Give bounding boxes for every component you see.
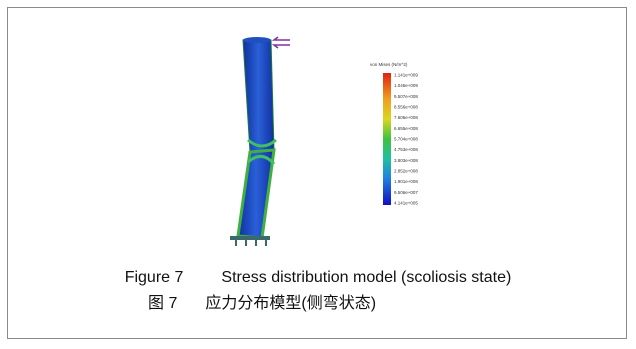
legend-label: 6.655e+008 bbox=[394, 126, 418, 131]
caption-en: Figure 7 Stress distribution model (scoli… bbox=[0, 269, 636, 287]
legend-label: 4.753e+008 bbox=[394, 147, 418, 152]
figure: von Mises (N/m^2) 1.141e+009 1.046e+009 9.… bbox=[0, 0, 636, 270]
legend-title: von Mises (N/m^2) bbox=[370, 62, 408, 67]
caption-zh: 图 7 应力分布模型(侧弯状态) bbox=[148, 289, 376, 313]
legend-label: 3.803e+008 bbox=[394, 158, 418, 163]
legend-label: 4.141e+005 bbox=[394, 201, 418, 206]
caption-text-zh: 应力分布模型(侧弯状态) bbox=[205, 289, 376, 313]
figure-label-zh: 图 7 bbox=[148, 289, 177, 313]
legend-label: 5.704e+008 bbox=[394, 137, 418, 142]
legend-label: 7.606e+008 bbox=[394, 115, 418, 120]
legend-label: 9.506e+007 bbox=[394, 190, 418, 195]
figure-label: Figure 7 bbox=[125, 269, 184, 287]
fea-model bbox=[230, 37, 290, 246]
page: von Mises (N/m^2) 1.141e+009 1.046e+009 9.… bbox=[0, 0, 636, 349]
legend-label: 2.852e+008 bbox=[394, 169, 418, 174]
legend-label: 1.901e+008 bbox=[394, 179, 418, 184]
color-bar bbox=[383, 73, 391, 205]
legend-label: 9.507e+008 bbox=[394, 94, 418, 99]
legend-label: 8.556e+008 bbox=[394, 105, 418, 110]
legend-label: 1.141e+009 bbox=[394, 73, 418, 78]
legend-label: 1.046e+009 bbox=[394, 83, 418, 88]
caption-text: Stress distribution model (scoliosis sta… bbox=[221, 269, 511, 287]
